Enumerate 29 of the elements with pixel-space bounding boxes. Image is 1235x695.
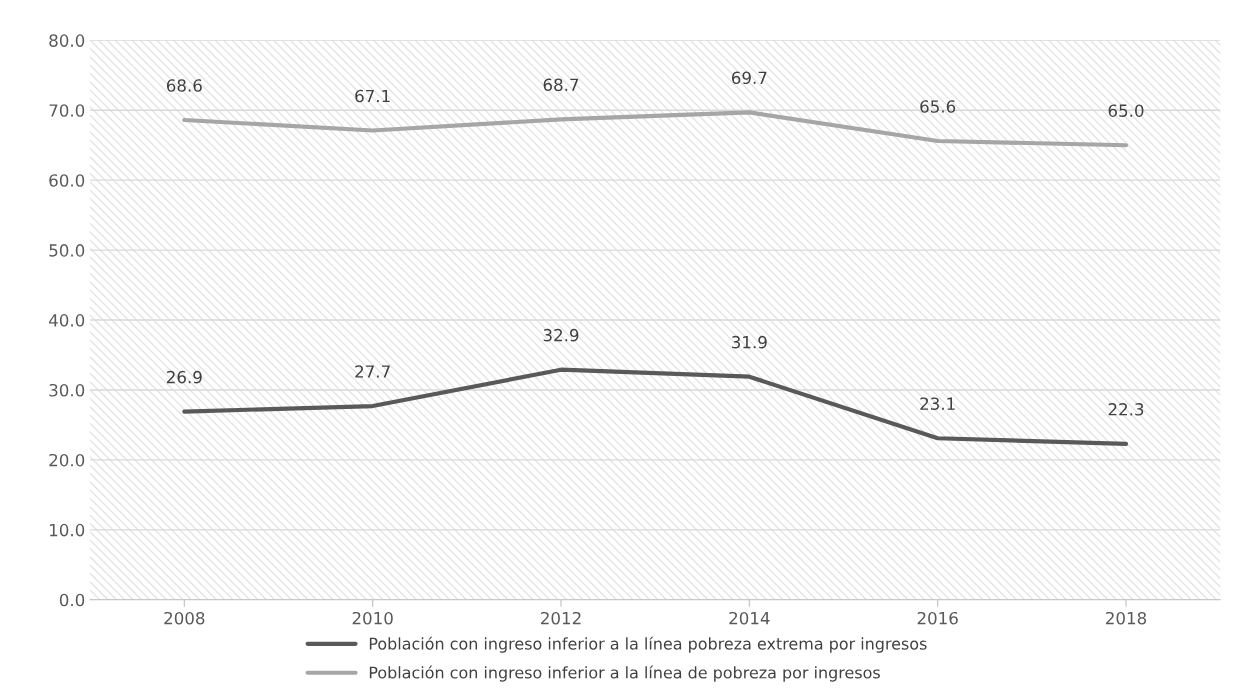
y-tick-label: 40.0 [49,314,85,327]
y-tick-label: 50.0 [49,244,85,257]
data-label: 68.7 [543,78,579,92]
data-label: 68.6 [166,79,202,92]
y-tick-label: 30.0 [49,383,85,397]
data-label: 65.6 [920,100,956,113]
legend-label: Población con ingreso inferior a la línea pobreza extrema por ingresos [369,636,927,653]
y-tick-label: 10.0 [50,523,85,537]
y-tick-label: 70.0 [49,104,85,117]
x-tick-label: 2016 [917,611,958,625]
y-tick-label: 80.0 [49,34,85,47]
data-label: 32.9 [543,328,579,342]
data-label: 69.7 [731,71,767,85]
x-tick-label: 2008 [164,611,205,625]
data-label: 31.9 [732,335,767,349]
data-label: 22.3 [1108,403,1144,416]
x-tick-label: 2018 [1106,611,1147,625]
y-tick-label: 20.0 [49,453,85,467]
legend-label: Población con ingreso inferior a la línea de pobreza por ingresos [369,665,880,682]
x-tick-label: 2012 [541,611,581,625]
y-tick-label: 0.0 [59,593,85,607]
x-tick-label: 2010 [352,611,393,625]
data-label: 23.1 [920,397,955,411]
data-label: 65.0 [1108,104,1144,117]
y-tick-label: 60.0 [49,174,85,187]
data-label: 67.1 [355,89,390,103]
x-tick-label: 2014 [729,611,770,625]
data-label: 27.7 [355,365,390,378]
data-label: 26.9 [166,370,202,384]
